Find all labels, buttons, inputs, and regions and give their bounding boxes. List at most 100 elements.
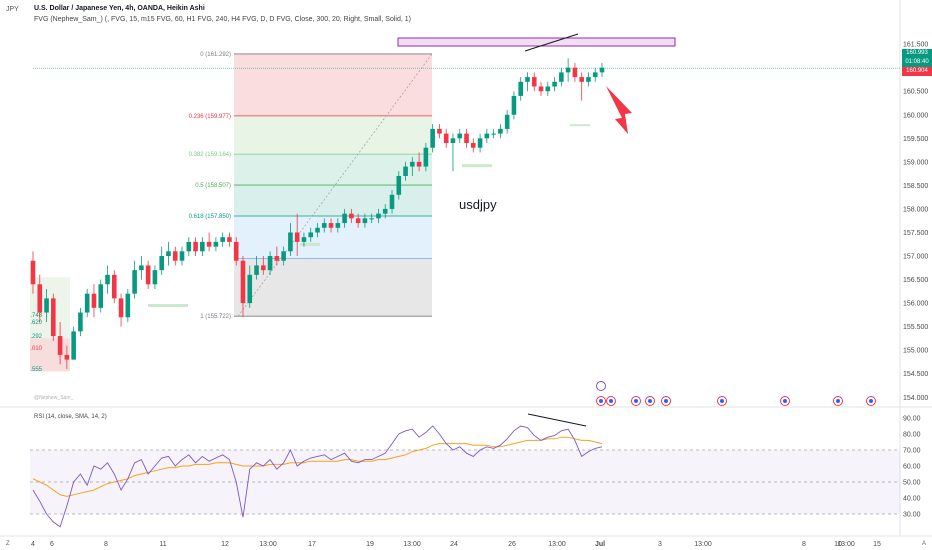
candle-body [233,241,239,261]
rsi-indicator-label[interactable]: RSI (14, close, SMA, 14, 2) [34,414,107,420]
candle-body [498,128,503,134]
last-price-tag: 160.993 [902,49,932,58]
candle-body [37,284,43,313]
candle-body [71,331,76,360]
left-fib-label: .748 [30,313,42,319]
flag-dot [599,399,603,403]
candle-body [457,133,463,139]
rsi-tick-label: 90.00 [903,416,921,423]
usdjpy-text-annotation[interactable]: usdjpy [459,197,497,212]
flag-dot [720,399,724,403]
left-fib-label: .555 [30,367,42,373]
candle-body [321,223,327,228]
fvg-marker [462,164,492,168]
rsi-pane: 90.00 80.00 70.00 60.00 50.00 40.00 30.00 [30,413,921,528]
candle-body [470,143,476,148]
candle-body [294,232,300,242]
candle-body [416,161,422,167]
candle-body [125,293,131,318]
annotations [33,33,900,308]
rsi-tick-label: 60.00 [903,464,921,471]
candle-body [504,114,510,129]
time-tick-label: Jul [595,541,605,548]
candle-body [301,237,307,242]
candle-body [579,77,584,82]
candle-body [335,223,341,228]
candle-body [545,86,551,92]
candle-body [84,293,90,313]
candle-body [592,72,598,78]
candle-body [423,147,429,167]
candle-body [30,260,36,285]
price-tick-label: 159.500 [903,136,928,143]
candle-body [538,86,544,92]
candle-body [179,251,185,261]
fvg-marker [570,124,590,127]
fibonacci-retracement: 0 (161.292) 0.236 (159.977) 0.382 (159.164… [30,52,433,373]
fib-zone [234,258,432,317]
candle-body [572,67,578,78]
candle-body [308,232,314,238]
time-tick-label: 13:00 [259,541,277,548]
time-tick-label: 12 [221,541,229,548]
time-tick-label: 11 [159,541,166,548]
candle-body [491,133,496,135]
candle-body [403,166,408,176]
down-arrow-annotation [606,86,632,134]
time-tick-label: 8 [104,541,108,548]
auto-scale-icon[interactable]: A [921,541,926,547]
time-tick-label: 6 [50,541,54,548]
candle-body [430,128,435,148]
candle-body [139,265,144,271]
rsi-line [32,425,603,528]
fib-zone [234,154,432,186]
candle-body [369,218,374,220]
timezone-icon[interactable]: Z [6,541,10,547]
time-tick-label: 13:00 [837,541,855,548]
candle-body [220,237,225,242]
candle-body [410,161,415,167]
candle-body [376,213,381,219]
time-tick-label: 8 [802,541,806,548]
price-tick-label: 160.000 [903,112,928,119]
price-tick-label: 156.500 [903,277,928,284]
candle-body [389,194,395,209]
candle-body [166,251,171,257]
candle-body [464,133,469,144]
flag-dot [664,399,668,403]
price-tick-label: 155.000 [903,348,928,355]
earnings-event-icon [596,381,606,391]
indicator-label[interactable]: FVG (Nephew_Sam_) (, FVG, 15, m15 FVG, 6… [34,16,411,23]
time-tick-label: 13:00 [403,541,421,548]
candle-body [559,72,564,82]
candle-body [91,293,97,308]
rsi-tick-label: 30.00 [903,512,921,519]
candle-body [586,77,591,82]
left-fib-label: .292 [30,334,42,340]
symbol-label[interactable]: JPY [6,6,19,13]
time-tick-label: 26 [508,541,516,548]
candle-body [342,213,347,224]
candle-body [206,241,212,247]
divergence-trendline-rsi [527,413,587,427]
candle-body [518,81,524,96]
price-tick-label: 154.000 [903,395,928,402]
time-tick-label: 19 [366,541,374,548]
fib-level-label: 1 (155.722) [200,314,231,320]
flag-dot [648,399,652,403]
candle-body [240,260,246,304]
candle-body [152,270,158,285]
countdown-tag: 01:08:40 [902,58,932,67]
time-tick-label: 10 [834,541,842,548]
candle-body [51,298,56,337]
fvg-marker [300,242,320,246]
candle-body [193,241,198,252]
candle-body [145,265,151,285]
time-tick-label: 4 [31,541,35,548]
candle-body [111,274,117,299]
time-tick-label: 13:00 [694,541,712,548]
candle-body [362,218,368,224]
candle-body [437,128,442,134]
flag-dot [783,399,787,403]
